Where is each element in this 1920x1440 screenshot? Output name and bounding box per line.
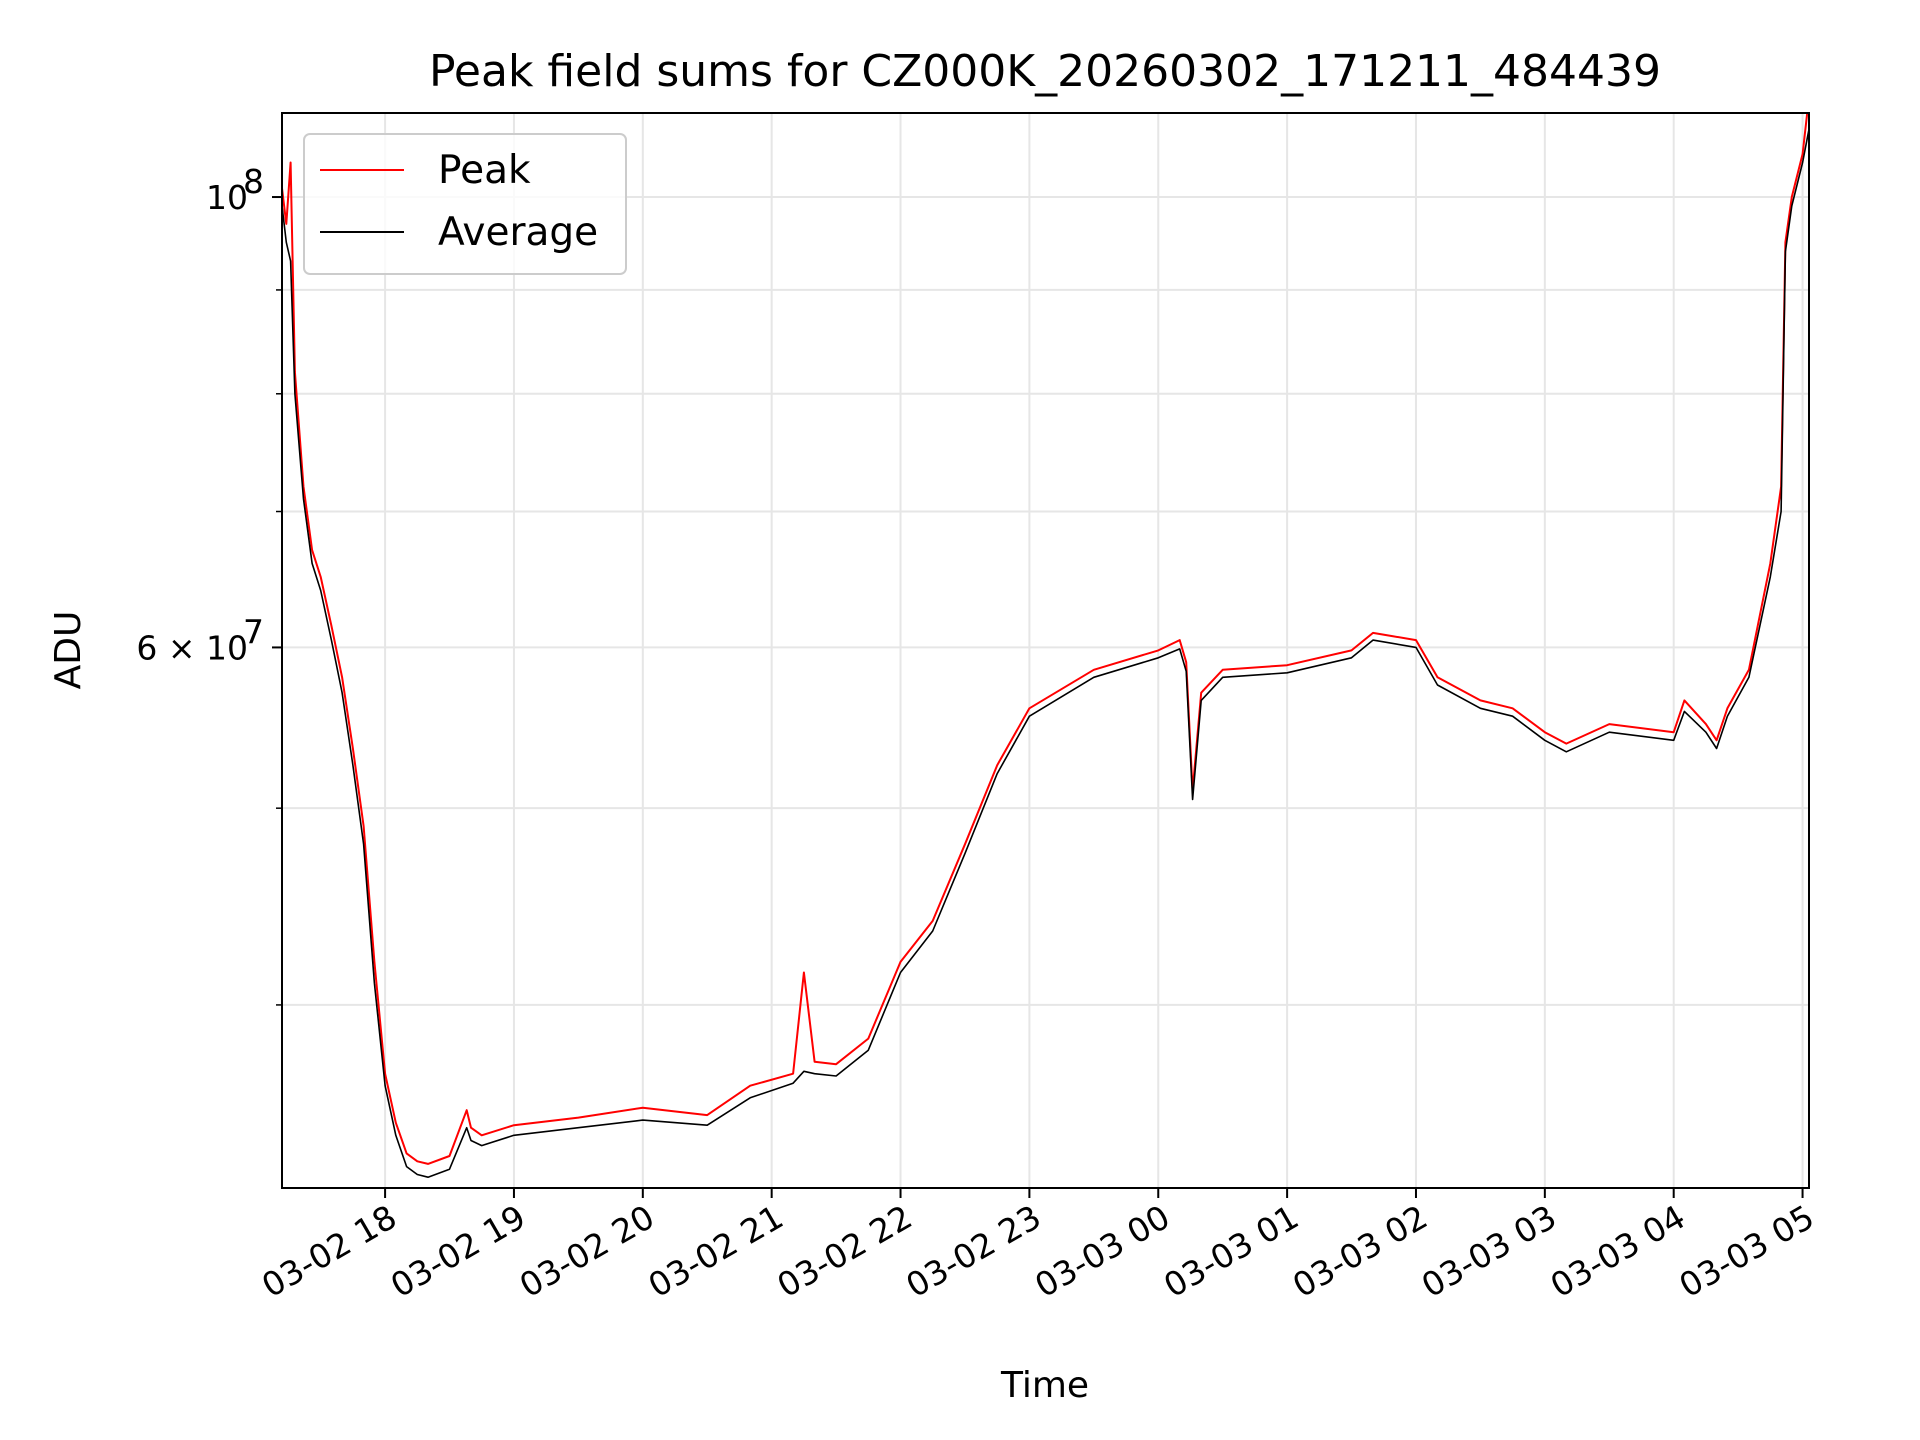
y-tick-exponent: 8 <box>243 162 264 201</box>
y-axis-label: ADU <box>48 611 89 690</box>
y-tick-exponent: 7 <box>243 612 264 651</box>
y-axis: 108 6 × 107 <box>136 162 282 1006</box>
y-tick-label: 10 <box>206 178 248 217</box>
y-tick-base: 6 × 10 <box>136 628 248 667</box>
legend: Peak Average <box>303 133 627 275</box>
plot-frame <box>281 112 1810 1189</box>
series-layer <box>282 113 1809 1178</box>
x-axis-label: Time <box>1000 1365 1089 1406</box>
gridlines <box>282 113 1809 1188</box>
y-tick-label: 6 × 10 <box>136 628 248 667</box>
legend-label-peak: Peak <box>438 148 531 193</box>
series-line-peak <box>282 113 1809 1165</box>
legend-label-average: Average <box>438 210 598 255</box>
chart-title: Peak field sums for CZ000K_20260302_1712… <box>429 46 1661 97</box>
series-line-average <box>282 129 1809 1178</box>
y-tick-base: 10 <box>206 178 248 217</box>
